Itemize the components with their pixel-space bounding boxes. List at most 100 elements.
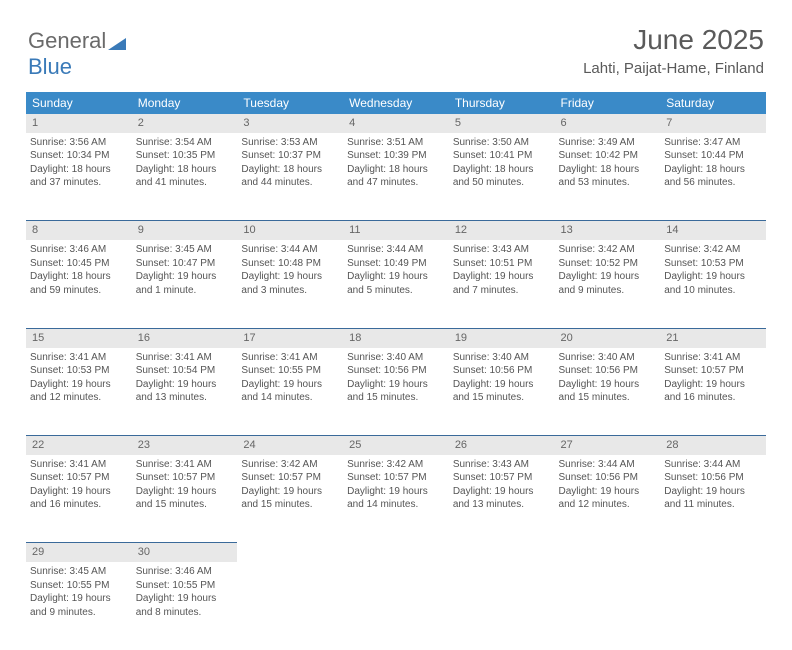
day-cell: Sunrise: 3:41 AMSunset: 10:55 PMDaylight…: [237, 348, 343, 436]
day-number: 24: [237, 436, 343, 455]
sunset-text: Sunset: 10:57 PM: [664, 365, 744, 376]
daylight-text: Daylight: 19 hours and 5 minutes.: [347, 271, 428, 296]
sunrise-text: Sunrise: 3:44 AM: [664, 459, 740, 470]
day-number: 16: [132, 328, 238, 347]
day-cell: Sunrise: 3:43 AM Sunset: 10:51 PM Daylight…: [449, 240, 555, 328]
sunrise-text: Sunrise: 3:44 AM: [241, 244, 317, 255]
daylight-text: Daylight: 19 hours and 15 minutes.: [559, 379, 640, 404]
day-cell: Sunrise: 3:46 AMSunset: 10:45 PMDaylight…: [26, 240, 132, 328]
sunset-text: Sunset: 10:35 PM: [136, 150, 216, 161]
sunset-text: Sunset: 10:51 PM: [453, 258, 533, 269]
day-number: 20: [555, 328, 661, 347]
col-friday: Friday: [555, 92, 661, 114]
sunrise-text: Sunrise: 3:41 AM: [30, 459, 106, 470]
sunset-text: Sunset: 10:34 PM: [30, 150, 110, 161]
content-row: Sunrise: 3:41 AM Sunset: 10:57 PM Daylight…: [26, 455, 766, 543]
logo-text-1: General: [28, 28, 106, 53]
sunrise-text: Sunrise: 3:46 AM: [136, 566, 212, 577]
sunrise-text: Sunrise: 3:45 AM: [136, 244, 212, 255]
day-number: [237, 543, 343, 562]
sunrise-text: Sunrise: 3:54 AM: [136, 137, 212, 148]
sunrise-text: Sunrise: 3:41 AM: [30, 352, 106, 363]
day-number: 21: [660, 328, 766, 347]
day-cell: Sunrise: 3:45 AMSunset: 10:47 PMDaylight…: [132, 240, 238, 328]
sunset-text: Sunset: 10:49 PM: [347, 258, 427, 269]
daylight-text: Daylight: 18 hours and 37 minutes.: [30, 164, 111, 189]
sunset-text: Sunset: 10:57 PM: [241, 472, 321, 483]
sunset-text: Sunset: 10:39 PM: [347, 150, 427, 161]
day-number: 2: [132, 114, 238, 133]
daylight-text: Daylight: 18 hours and 59 minutes.: [30, 271, 111, 296]
sunset-text: Sunset: 10:53 PM: [30, 365, 110, 376]
daylight-text: Daylight: 19 hours and 15 minutes.: [241, 486, 322, 511]
daylight-text: Daylight: 18 hours and 56 minutes.: [664, 164, 745, 189]
day-number: [555, 543, 661, 562]
day-cell: Sunrise: 3:56 AMSunset: 10:34 PMDaylight…: [26, 133, 132, 221]
col-sunday: Sunday: [26, 92, 132, 114]
daylight-text: Daylight: 19 hours and 14 minutes.: [347, 486, 428, 511]
daynum-row: 22232425262728: [26, 436, 766, 455]
sunrise-text: Sunrise: 3:42 AM: [664, 244, 740, 255]
sunrise-text: Sunrise: 3:42 AM: [347, 459, 423, 470]
day-cell: Sunrise: 3:41 AM Sunset: 10:53 PM Daylight…: [26, 348, 132, 436]
day-cell: [660, 562, 766, 650]
day-cell: [555, 562, 661, 650]
daylight-text: Daylight: 19 hours and 11 minutes.: [664, 486, 745, 511]
day-header-row: Sunday Monday Tuesday Wednesday Thursday…: [26, 92, 766, 114]
day-cell: Sunrise: 3:44 AMSunset: 10:56 PMDaylight…: [660, 455, 766, 543]
day-cell: Sunrise: 3:44 AMSunset: 10:48 PMDaylight…: [237, 240, 343, 328]
sunrise-text: Sunrise: 3:44 AM: [559, 459, 635, 470]
sunrise-text: Sunrise: 3:43 AM: [453, 244, 529, 255]
day-number: 28: [660, 436, 766, 455]
sunrise-text: Sunrise: 3:47 AM: [664, 137, 740, 148]
col-saturday: Saturday: [660, 92, 766, 114]
day-cell: Sunrise: 3:53 AMSunset: 10:37 PMDaylight…: [237, 133, 343, 221]
day-number: 25: [343, 436, 449, 455]
sunset-text: Sunset: 10:55 PM: [30, 580, 110, 591]
day-cell: Sunrise: 3:44 AMSunset: 10:56 PMDaylight…: [555, 455, 661, 543]
daylight-text: Daylight: 19 hours and 14 minutes.: [241, 379, 322, 404]
day-number: 3: [237, 114, 343, 133]
day-cell: Sunrise: 3:42 AMSunset: 10:53 PMDaylight…: [660, 240, 766, 328]
sunrise-text: Sunrise: 3:40 AM: [453, 352, 529, 363]
daylight-text: Daylight: 19 hours and 1 minute.: [136, 271, 217, 296]
sunset-text: Sunset: 10:42 PM: [559, 150, 639, 161]
sunrise-text: Sunrise: 3:41 AM: [136, 459, 212, 470]
day-cell: [343, 562, 449, 650]
sunrise-text: Sunrise: 3:44 AM: [347, 244, 423, 255]
daylight-text: Daylight: 19 hours and 15 minutes.: [453, 379, 534, 404]
day-cell: Sunrise: 3:41 AMSunset: 10:57 PMDaylight…: [132, 455, 238, 543]
day-number: 29: [26, 543, 132, 562]
sunset-text: Sunset: 10:41 PM: [453, 150, 533, 161]
day-cell: Sunrise: 3:50 AMSunset: 10:41 PMDaylight…: [449, 133, 555, 221]
day-number: 14: [660, 221, 766, 240]
day-cell: Sunrise: 3:42 AMSunset: 10:57 PMDaylight…: [237, 455, 343, 543]
day-cell: Sunrise: 3:43 AMSunset: 10:57 PMDaylight…: [449, 455, 555, 543]
day-cell: Sunrise: 3:45 AMSunset: 10:55 PMDaylight…: [26, 562, 132, 650]
day-cell: Sunrise: 3:41 AMSunset: 10:57 PMDaylight…: [26, 455, 132, 543]
sunset-text: Sunset: 10:53 PM: [664, 258, 744, 269]
sunrise-text: Sunrise: 3:50 AM: [453, 137, 529, 148]
daylight-text: Daylight: 19 hours and 8 minutes.: [136, 593, 217, 618]
logo: General Blue: [28, 28, 126, 80]
day-cell: Sunrise: 3:42 AMSunset: 10:52 PMDaylight…: [555, 240, 661, 328]
daylight-text: Daylight: 19 hours and 7 minutes.: [453, 271, 534, 296]
daylight-text: Daylight: 19 hours and 12 minutes.: [559, 486, 640, 511]
page-title: June 2025: [583, 24, 764, 56]
day-cell: Sunrise: 3:49 AMSunset: 10:42 PMDaylight…: [555, 133, 661, 221]
col-monday: Monday: [132, 92, 238, 114]
day-number: 30: [132, 543, 238, 562]
sunset-text: Sunset: 10:37 PM: [241, 150, 321, 161]
daylight-text: Daylight: 19 hours and 12 minutes.: [30, 379, 111, 404]
day-number: [449, 543, 555, 562]
day-cell: Sunrise: 3:44 AM Sunset: 10:49 PM Daylight…: [343, 240, 449, 328]
sunrise-text: Sunrise: 3:42 AM: [559, 244, 635, 255]
daylight-text: Daylight: 19 hours and 9 minutes.: [559, 271, 640, 296]
daylight-text: Daylight: 19 hours and 13 minutes.: [136, 379, 217, 404]
col-tuesday: Tuesday: [237, 92, 343, 114]
day-cell: Sunrise: 3:41 AMSunset: 10:54 PMDaylight…: [132, 348, 238, 436]
day-number: 1: [26, 114, 132, 133]
day-number: 26: [449, 436, 555, 455]
day-number: 6: [555, 114, 661, 133]
col-thursday: Thursday: [449, 92, 555, 114]
